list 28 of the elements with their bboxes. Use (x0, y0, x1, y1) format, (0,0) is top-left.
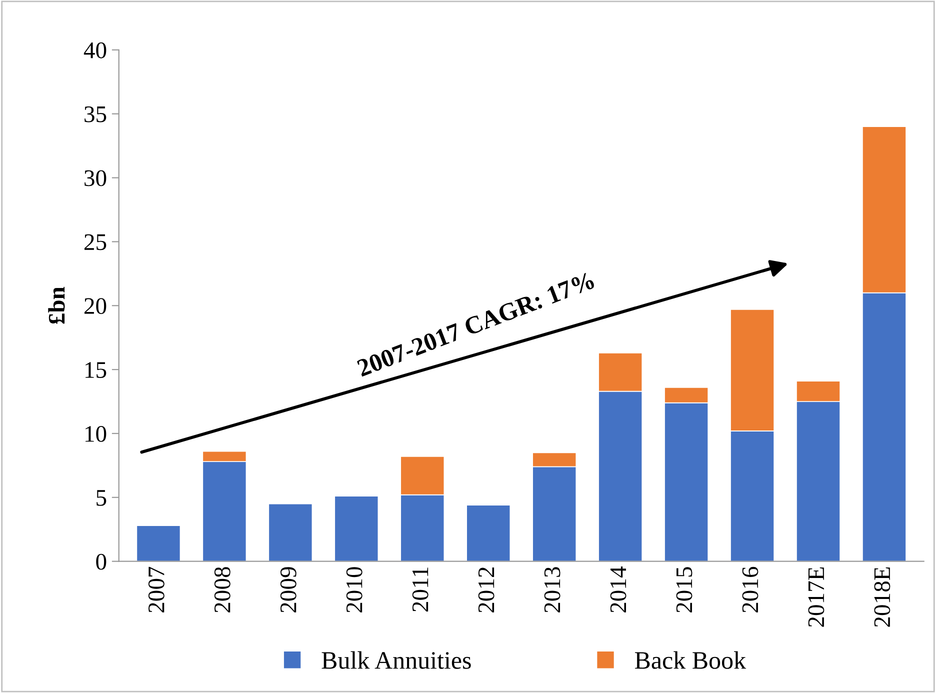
y-tick-label: 40 (84, 42, 106, 58)
y-tick-label: 20 (84, 298, 106, 314)
x-tick-label: 2015 (676, 567, 692, 612)
x-tick-label: 2013 (544, 567, 560, 612)
y-tick-label: 10 (86, 426, 106, 442)
x-tick-label: 2008 (214, 567, 230, 612)
bar (136, 525, 181, 562)
y-tick-label: 5 (96, 490, 106, 506)
x-tick-label: 2014 (610, 566, 626, 612)
y-tick-label: 25 (84, 234, 106, 250)
y-tick-label: 30 (84, 170, 106, 186)
y-tick-label: 35 (84, 106, 106, 122)
y-tick-label: 15 (86, 362, 106, 378)
bar (268, 503, 313, 562)
legend-label: Bulk Annuities (322, 651, 471, 669)
y-tick-label: 0 (96, 554, 106, 570)
x-tick-label: 2011 (412, 568, 428, 612)
x-tick-label: 2017E (808, 567, 824, 627)
x-tick-label: 2018E (874, 567, 890, 627)
y-axis-title: £bn (48, 286, 65, 324)
legend-label: Back Book (634, 651, 746, 669)
x-tick-label: 2016 (742, 566, 758, 612)
bar (334, 496, 379, 562)
x-tick-label: 2009 (280, 567, 296, 612)
bar (466, 504, 511, 562)
x-tick-label: 2012 (478, 567, 494, 612)
x-tick-label: 2010 (346, 567, 362, 612)
x-tick-label: 2007 (148, 566, 164, 612)
